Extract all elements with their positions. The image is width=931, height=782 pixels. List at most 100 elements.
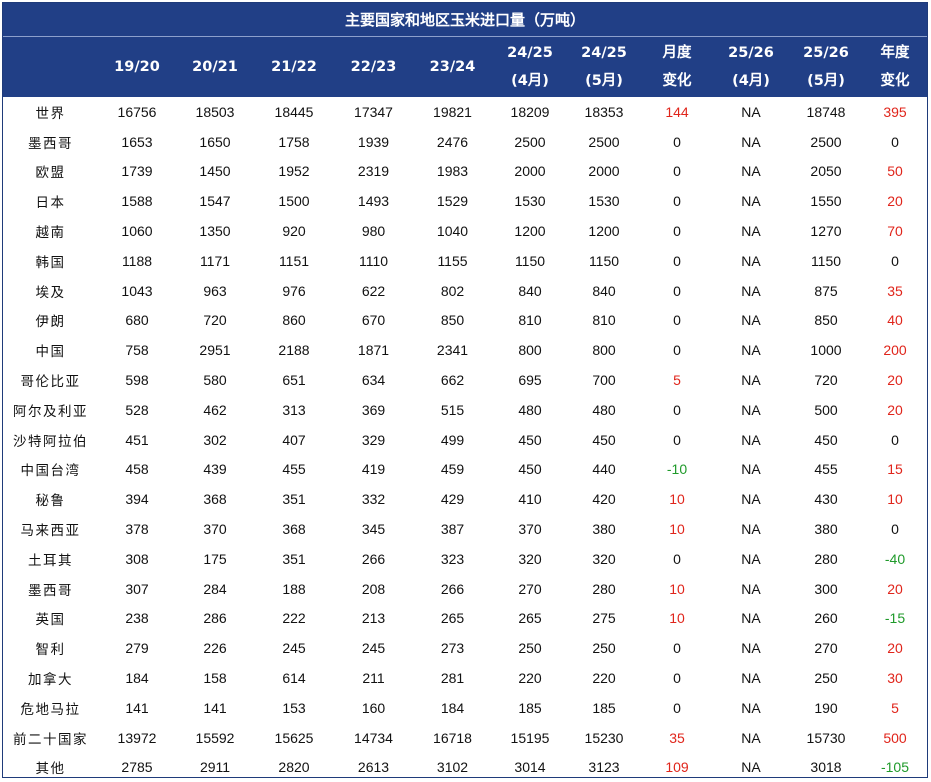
row-label: 墨西哥 (28, 135, 73, 152)
table-cell: 1530 (588, 193, 620, 210)
table-cell: 280 (592, 580, 616, 597)
table-cell: 0 (673, 342, 681, 359)
table-cell: 245 (282, 640, 306, 657)
table-cell: NA (741, 103, 761, 120)
table-cell: 2188 (278, 342, 310, 359)
column-header-line2: 变化 (662, 73, 692, 89)
table-cell: 662 (440, 372, 465, 389)
table-cell: 10 (887, 491, 903, 508)
table-cell: 0 (891, 521, 899, 538)
table-cell: NA (741, 401, 761, 418)
row-label: 中国台湾 (20, 463, 81, 480)
table-cell: 1040 (436, 223, 469, 240)
column-header-line1: 25/26 (728, 45, 774, 61)
table-cell: 1500 (278, 193, 310, 210)
table-cell: 2613 (357, 759, 390, 776)
table-cell: 302 (203, 431, 227, 448)
column-header: 年度 变化 (864, 37, 926, 97)
table-cell: 528 (125, 401, 149, 418)
column-header: 22/23 (334, 37, 413, 97)
table-cell: 1150 (588, 252, 620, 269)
table-cell: 16718 (433, 729, 472, 746)
table-row: 墨西哥 1653 1650 1758 1939 2476 2500 2500 0 NA 2500 0 (3, 127, 927, 157)
table-cell: 370 (203, 521, 227, 538)
column-header-line1: 22/23 (350, 59, 397, 75)
table-cell: 963 (203, 282, 227, 299)
table-cell: 2820 (278, 759, 310, 776)
table-cell: 313 (282, 401, 306, 418)
table-cell: 20 (887, 193, 903, 210)
table-cell: 211 (362, 670, 385, 687)
table-cell: 19821 (433, 103, 472, 120)
table-row: 越南 1060 1350 920 980 1040 1200 1200 0 NA 1270 70 (3, 216, 927, 246)
table-cell: 455 (814, 461, 838, 478)
table-cell: NA (741, 729, 761, 746)
table-cell: 265 (440, 610, 465, 627)
table-cell: 1171 (199, 252, 231, 269)
table-cell: 1200 (588, 223, 620, 240)
table-cell: 1110 (358, 252, 389, 269)
column-header-line1: 24/25 (581, 45, 627, 61)
table-cell: 450 (518, 431, 542, 448)
table-body: 世界 16756 18503 18445 17347 19821 18209 18353 144… (3, 97, 927, 782)
table-cell: 332 (361, 491, 386, 508)
table-cell: 370 (518, 521, 542, 538)
table-cell: 300 (814, 580, 838, 597)
table-cell: 458 (125, 461, 149, 478)
table-cell: NA (741, 193, 761, 210)
table-cell: NA (741, 252, 761, 269)
table-cell: 275 (592, 610, 616, 627)
table-cell: -105 (880, 759, 910, 776)
table-cell: 439 (203, 461, 227, 478)
table-cell: NA (741, 431, 761, 448)
table-cell: 1739 (121, 163, 153, 180)
table-cell: 250 (814, 670, 838, 687)
table-cell: 329 (361, 431, 386, 448)
table-cell: 875 (814, 282, 838, 299)
table-cell: 850 (814, 312, 838, 329)
table-cell: 323 (440, 550, 465, 567)
table-cell: 515 (440, 401, 465, 418)
table-cell: 1983 (436, 163, 469, 180)
table-cell: 420 (592, 491, 616, 508)
row-label: 英国 (35, 612, 66, 629)
table-cell: 0 (673, 223, 681, 240)
column-header-line2: (5月) (807, 73, 845, 89)
table-row: 欧盟 1739 1450 1952 2319 1983 2000 2000 0 NA 2050 50 (3, 157, 927, 187)
table-cell: 265 (518, 610, 542, 627)
table-cell: 200 (883, 342, 907, 359)
table-cell: 184 (440, 699, 465, 716)
table-cell: 695 (518, 372, 542, 389)
table-cell: 160 (361, 699, 386, 716)
table-row: 智利 279 226 245 245 273 250 250 0 NA 270 20 (3, 633, 927, 663)
table-cell: 2050 (810, 163, 842, 180)
table-cell: 614 (282, 670, 306, 687)
table-cell: 0 (891, 133, 899, 150)
column-header: 25/26 (5月) (788, 37, 864, 97)
table-cell: 680 (125, 312, 149, 329)
column-header-line1: 25/26 (803, 45, 849, 61)
table-cell: 368 (203, 491, 227, 508)
table-cell: 280 (814, 550, 838, 567)
table-cell: 387 (440, 521, 465, 538)
table-cell: 1450 (199, 163, 231, 180)
table-cell: 0 (673, 640, 681, 657)
table-cell: 16756 (117, 103, 157, 120)
table-cell: 580 (203, 372, 227, 389)
table-cell: 18503 (195, 103, 235, 120)
table-cell: -40 (884, 550, 906, 567)
table-cell: 286 (203, 610, 227, 627)
row-label: 伊朗 (35, 314, 66, 331)
table-cell: 10 (669, 521, 685, 538)
table-cell: 0 (673, 163, 681, 180)
column-header-line1: 年度 (880, 45, 910, 61)
table-cell: 220 (592, 670, 616, 687)
row-label: 加拿大 (28, 672, 73, 689)
table-cell: 1270 (810, 223, 842, 240)
row-label: 土耳其 (28, 552, 73, 569)
table-cell: NA (741, 133, 761, 150)
column-header: 19/20 (98, 37, 176, 97)
table-cell: 380 (592, 521, 616, 538)
row-label: 其他 (35, 761, 66, 778)
table-row: 阿尔及利亚 528 462 313 369 515 480 480 0 NA 500 20 (3, 395, 927, 425)
